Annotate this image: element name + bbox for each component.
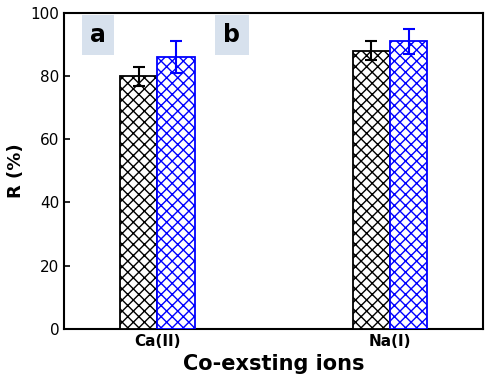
Text: b: b [223,23,240,47]
Bar [390,42,427,329]
Bar [157,57,195,329]
Bar [120,76,157,329]
Text: a: a [90,23,106,47]
Bar [353,51,390,329]
Y-axis label: R (%): R (%) [7,144,25,198]
X-axis label: Co-exsting ions: Co-exsting ions [183,354,365,374]
